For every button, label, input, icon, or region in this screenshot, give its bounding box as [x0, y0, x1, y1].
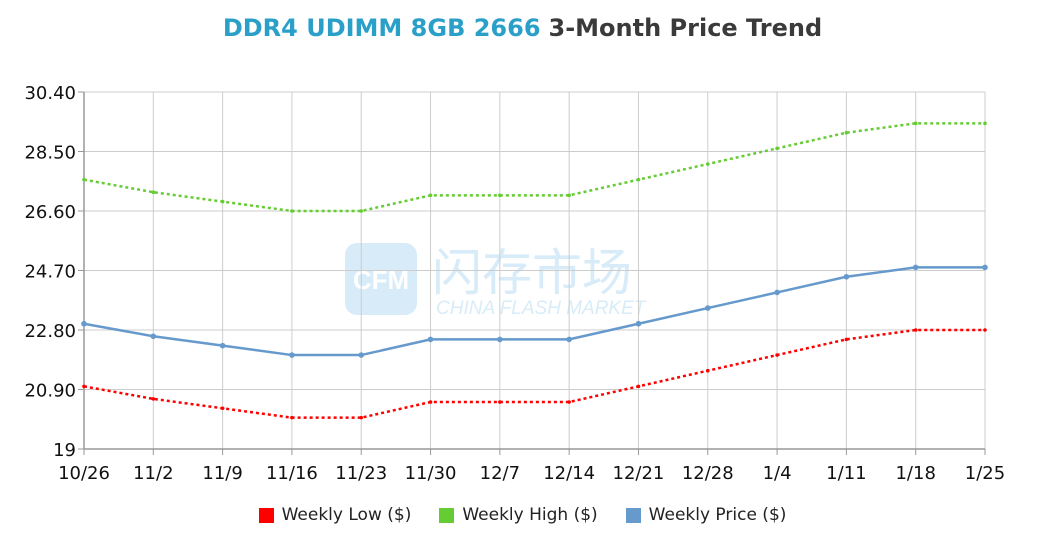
axes [78, 91, 986, 455]
data-point-high [290, 209, 294, 213]
series-low [82, 328, 987, 420]
data-point-low [428, 400, 433, 404]
legend-swatch [258, 507, 274, 523]
chart-subtitle: 3-Month Price Trend [548, 14, 823, 42]
y-tick-label: 30.40 [24, 83, 76, 104]
y-tick-label: 19 [53, 440, 76, 461]
data-point-high [567, 193, 571, 198]
data-point-low [636, 384, 641, 389]
data-point-high [359, 209, 364, 213]
data-point-low [567, 400, 571, 404]
data-point-low [290, 415, 294, 420]
data-point-high [983, 121, 987, 126]
data-point-high [775, 146, 779, 151]
data-point-high [428, 193, 433, 198]
x-tick-label: 1/18 [895, 463, 935, 484]
x-tick-label: 11/2 [133, 463, 173, 484]
series-price [81, 264, 988, 358]
y-tick-label: 20.90 [24, 381, 76, 402]
legend: Weekly Low ($) Weekly High ($) Weekly Pric… [0, 505, 1045, 525]
series-line-price [83, 266, 985, 357]
x-axis-tick-labels: 10/26 11/2 11/9 11/16 11/23 11/30 12/7 12/14 12/… [58, 463, 1005, 484]
legend-swatch [439, 507, 455, 523]
watermark-en-text: CHINA FLASH MARKET [436, 298, 647, 319]
x-tick-label: 12/14 [543, 463, 595, 484]
x-tick-label: 12/7 [480, 463, 520, 484]
data-point-low [151, 397, 156, 401]
data-point-high [705, 162, 710, 166]
chart-title-main: DDR4 UDIMM 8GB 2666 [222, 14, 541, 42]
data-point-low [983, 328, 987, 332]
data-point-price [774, 289, 780, 296]
data-point-low [844, 337, 849, 342]
legend-swatch [625, 507, 641, 523]
y-tick-label: 26.60 [24, 202, 76, 223]
data-point-price [912, 264, 919, 271]
data-point-price [150, 333, 157, 340]
data-point-low [913, 328, 918, 332]
data-point-price [982, 264, 988, 271]
data-point-high [844, 130, 849, 135]
series-group [81, 121, 988, 420]
x-tick-label: 1/25 [965, 463, 1005, 484]
legend-label: Weekly Price ($) [648, 505, 787, 525]
series-high [82, 121, 987, 213]
data-point-low [82, 384, 86, 389]
data-point-low [220, 406, 225, 411]
data-point-low [705, 368, 710, 373]
watermark-cn-text: 闪存市场 [432, 244, 632, 302]
data-point-low [359, 415, 364, 420]
data-point-price [81, 320, 87, 327]
data-point-price [427, 336, 434, 343]
y-axis-tick-labels: 19 20.90 22.80 24.70 26.60 28.50 30.40 [24, 83, 76, 461]
data-point-high [913, 121, 918, 126]
x-tick-label: 1/4 [763, 463, 792, 484]
data-point-low [775, 353, 779, 357]
legend-label: Weekly Low ($) [281, 505, 412, 525]
data-point-price [358, 352, 365, 358]
data-point-price [635, 320, 642, 327]
legend-label: Weekly High ($) [462, 505, 598, 525]
x-tick-label: 10/26 [58, 463, 110, 484]
data-point-high [82, 177, 86, 182]
data-point-high [498, 193, 502, 198]
x-tick-label: 12/21 [613, 463, 665, 484]
y-tick-label: 22.80 [24, 321, 76, 342]
data-point-price [289, 352, 295, 358]
data-point-low [498, 400, 502, 404]
series-line-high [83, 122, 985, 213]
data-point-price [843, 273, 850, 280]
chart-title: DDR4 UDIMM 8GB 2666 3-Month Price Trend [0, 14, 1045, 42]
grid [83, 91, 986, 450]
data-point-high [151, 190, 156, 195]
watermark: CFM 闪存市场 CHINA FLASH MARKET [345, 243, 647, 319]
watermark-logo-box [345, 243, 417, 315]
series-line-low [83, 328, 985, 419]
x-tick-label: 1/11 [826, 463, 866, 484]
data-point-high [220, 199, 225, 204]
data-point-price [704, 305, 711, 311]
data-point-price [566, 336, 572, 343]
x-tick-label: 11/9 [202, 463, 242, 484]
x-tick-label: 11/30 [405, 463, 457, 484]
data-point-price [219, 342, 226, 349]
data-point-high [636, 177, 641, 182]
x-tick-label: 12/28 [682, 463, 734, 484]
legend-item-low[interactable]: Weekly Low ($) [258, 505, 412, 525]
x-tick-label: 11/16 [266, 463, 318, 484]
data-point-price [497, 336, 503, 343]
legend-item-price[interactable]: Weekly Price ($) [625, 505, 787, 525]
x-tick-label: 11/23 [335, 463, 387, 484]
y-tick-label: 24.70 [24, 262, 76, 283]
legend-item-high[interactable]: Weekly High ($) [439, 505, 598, 525]
y-tick-label: 28.50 [24, 143, 76, 164]
